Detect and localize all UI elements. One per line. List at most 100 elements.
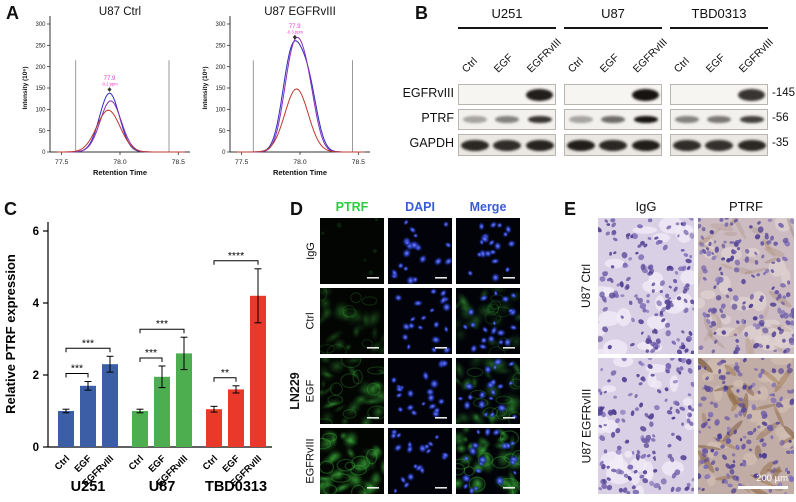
blot-band — [705, 139, 733, 151]
d-col-header-2: Merge — [469, 200, 507, 214]
y-tick-label: 50 — [39, 129, 46, 135]
cell-line-underline — [670, 27, 768, 29]
blot-band — [672, 139, 701, 151]
ihc-grid — [562, 192, 796, 502]
y-tick-label: 0 — [222, 150, 226, 156]
lane-label: EGF — [597, 51, 622, 76]
lane-label: EGFRvIII — [630, 36, 670, 76]
x-tick-label: 77.5 — [55, 159, 68, 166]
peak-marker — [107, 87, 112, 92]
x-tick-label: 78.5 — [352, 159, 365, 166]
tile-scale-bar — [435, 277, 447, 279]
mw-marker: -145 — [772, 87, 796, 99]
sig-stars-inner: *** — [71, 362, 83, 374]
lane-label: EGFRvIII — [736, 36, 776, 76]
tile-scale-bar — [503, 487, 515, 489]
blot-band — [493, 139, 521, 151]
panel-d: D PTRF DAPI Merge LN229 IgG Ctrl EGF EGF… — [288, 192, 562, 502]
sig-stars-outer: *** — [156, 318, 168, 330]
y-tick-label: 100 — [35, 108, 46, 114]
blot-band — [738, 88, 765, 101]
y-tick-label: 50 — [219, 129, 226, 135]
y-tick-label: 250 — [35, 44, 46, 50]
sig-bracket-outer — [213, 260, 259, 265]
tile-scale-bar — [503, 417, 515, 419]
group-label: U251 — [71, 479, 106, 495]
blot-band — [526, 88, 553, 101]
sig-bracket-outer — [65, 347, 111, 353]
bar-chart: 0 2 4 6 Relative PTRF expression Ctrl EGF EGFRv… — [0, 192, 286, 502]
blot-band — [462, 115, 487, 124]
y-tick-label: 0 — [33, 442, 39, 454]
lane-label: Ctrl — [671, 55, 692, 76]
if-tile-merge-egfrviii — [456, 428, 520, 494]
y-tick-label: 200 — [35, 65, 46, 71]
if-tile-dapi-ctrl — [388, 288, 452, 354]
bar-TBD0313-Ctrl — [206, 409, 222, 447]
tile-scale-bar — [367, 347, 379, 349]
tile-scale-bar — [503, 277, 515, 279]
peak-ppm-label: -0.3 ppm — [286, 29, 303, 34]
sig-stars-inner: ** — [221, 367, 229, 379]
sig-bracket-inner — [65, 372, 89, 378]
y-tick-label: 6 — [33, 226, 39, 238]
trace-replicate-3 — [57, 109, 185, 153]
peak-ppm-label: -0.2 ppm — [101, 82, 118, 87]
panel-c: C 0 2 4 6 Relative PTRF expression Ctrl EGF EGF… — [0, 192, 286, 502]
if-tile-dapi-egfrviii — [388, 428, 452, 494]
blot-row-label: EGFRvIII — [402, 86, 454, 100]
cell-line-header: TBD0313 — [691, 6, 747, 21]
panel-b-label: B — [415, 3, 428, 23]
blot-band — [737, 139, 766, 151]
d-col-header-1: DAPI — [405, 200, 435, 214]
e-col-header-ptrf: PTRF — [729, 199, 763, 214]
sig-bracket-inner — [213, 377, 237, 382]
bar-U251-Ctrl — [58, 411, 74, 447]
y-tick-label: 150 — [35, 86, 46, 92]
y-axis-label: Intensity (10⁶) — [202, 66, 209, 109]
tile-scale-bar — [435, 347, 447, 349]
y-tick-label: 2 — [33, 370, 39, 382]
y-tick-label: 250 — [215, 44, 226, 50]
lane-label: Ctrl — [459, 55, 480, 76]
y-tick-label: 200 — [215, 65, 226, 71]
lane-label: EGFRvIII — [524, 36, 564, 76]
bar-U87-EGF — [154, 376, 170, 447]
sig-stars-outer: **** — [228, 250, 244, 262]
blot-band — [707, 115, 731, 124]
tile-scale-bar — [367, 277, 379, 279]
panel-a: A U87 Ctrl 0 50 100 150 200 250 300 77.5 78.0 78.5… — [0, 0, 388, 192]
sig-bracket-inner — [139, 357, 163, 362]
y-tick-label: 4 — [33, 298, 40, 310]
y-tick-label: 0 — [42, 150, 46, 156]
blot-band — [525, 139, 554, 151]
y-tick-label: 300 — [215, 22, 226, 28]
lane-label: EGF — [703, 51, 728, 76]
if-tile-merge-egf — [456, 358, 520, 424]
y-tick-label: 150 — [215, 86, 226, 92]
peak-label: 77.9 — [104, 76, 116, 82]
trace-replicate-2 — [237, 36, 365, 153]
bar-TBD0313-EGF — [228, 389, 244, 447]
blot-band — [566, 139, 595, 151]
sig-bracket-outer — [139, 328, 185, 334]
x-axis-label: Retention Time — [273, 168, 327, 177]
chart-title: U87 Ctrl — [99, 6, 141, 18]
if-tile-dapi-egf — [388, 358, 452, 424]
panel-e-label: E — [564, 199, 577, 219]
blot-band — [460, 139, 489, 151]
blot-band — [495, 115, 519, 124]
panel-e: E IgG PTRF U87 Ctrl U87 EGFRvIII 200 µm — [562, 192, 796, 502]
tile-scale-bar — [367, 417, 379, 419]
x-tick-label: 77.5 — [235, 159, 248, 166]
x-tick-label: Ctrl — [201, 453, 220, 472]
if-tile-ptrf-ctrl — [320, 288, 384, 354]
y-tick-label: 100 — [215, 108, 226, 114]
scale-bar — [738, 486, 788, 489]
chromatogram-u87-ctrl: U87 Ctrl 0 50 100 150 200 250 300 77.5 78.0 78.5 Re… — [18, 2, 198, 195]
group-label: TBD0313 — [205, 479, 267, 495]
lane-label: EGF — [491, 51, 516, 76]
tile-scale-bar — [503, 347, 515, 349]
immunofluorescence-grid — [288, 192, 562, 502]
